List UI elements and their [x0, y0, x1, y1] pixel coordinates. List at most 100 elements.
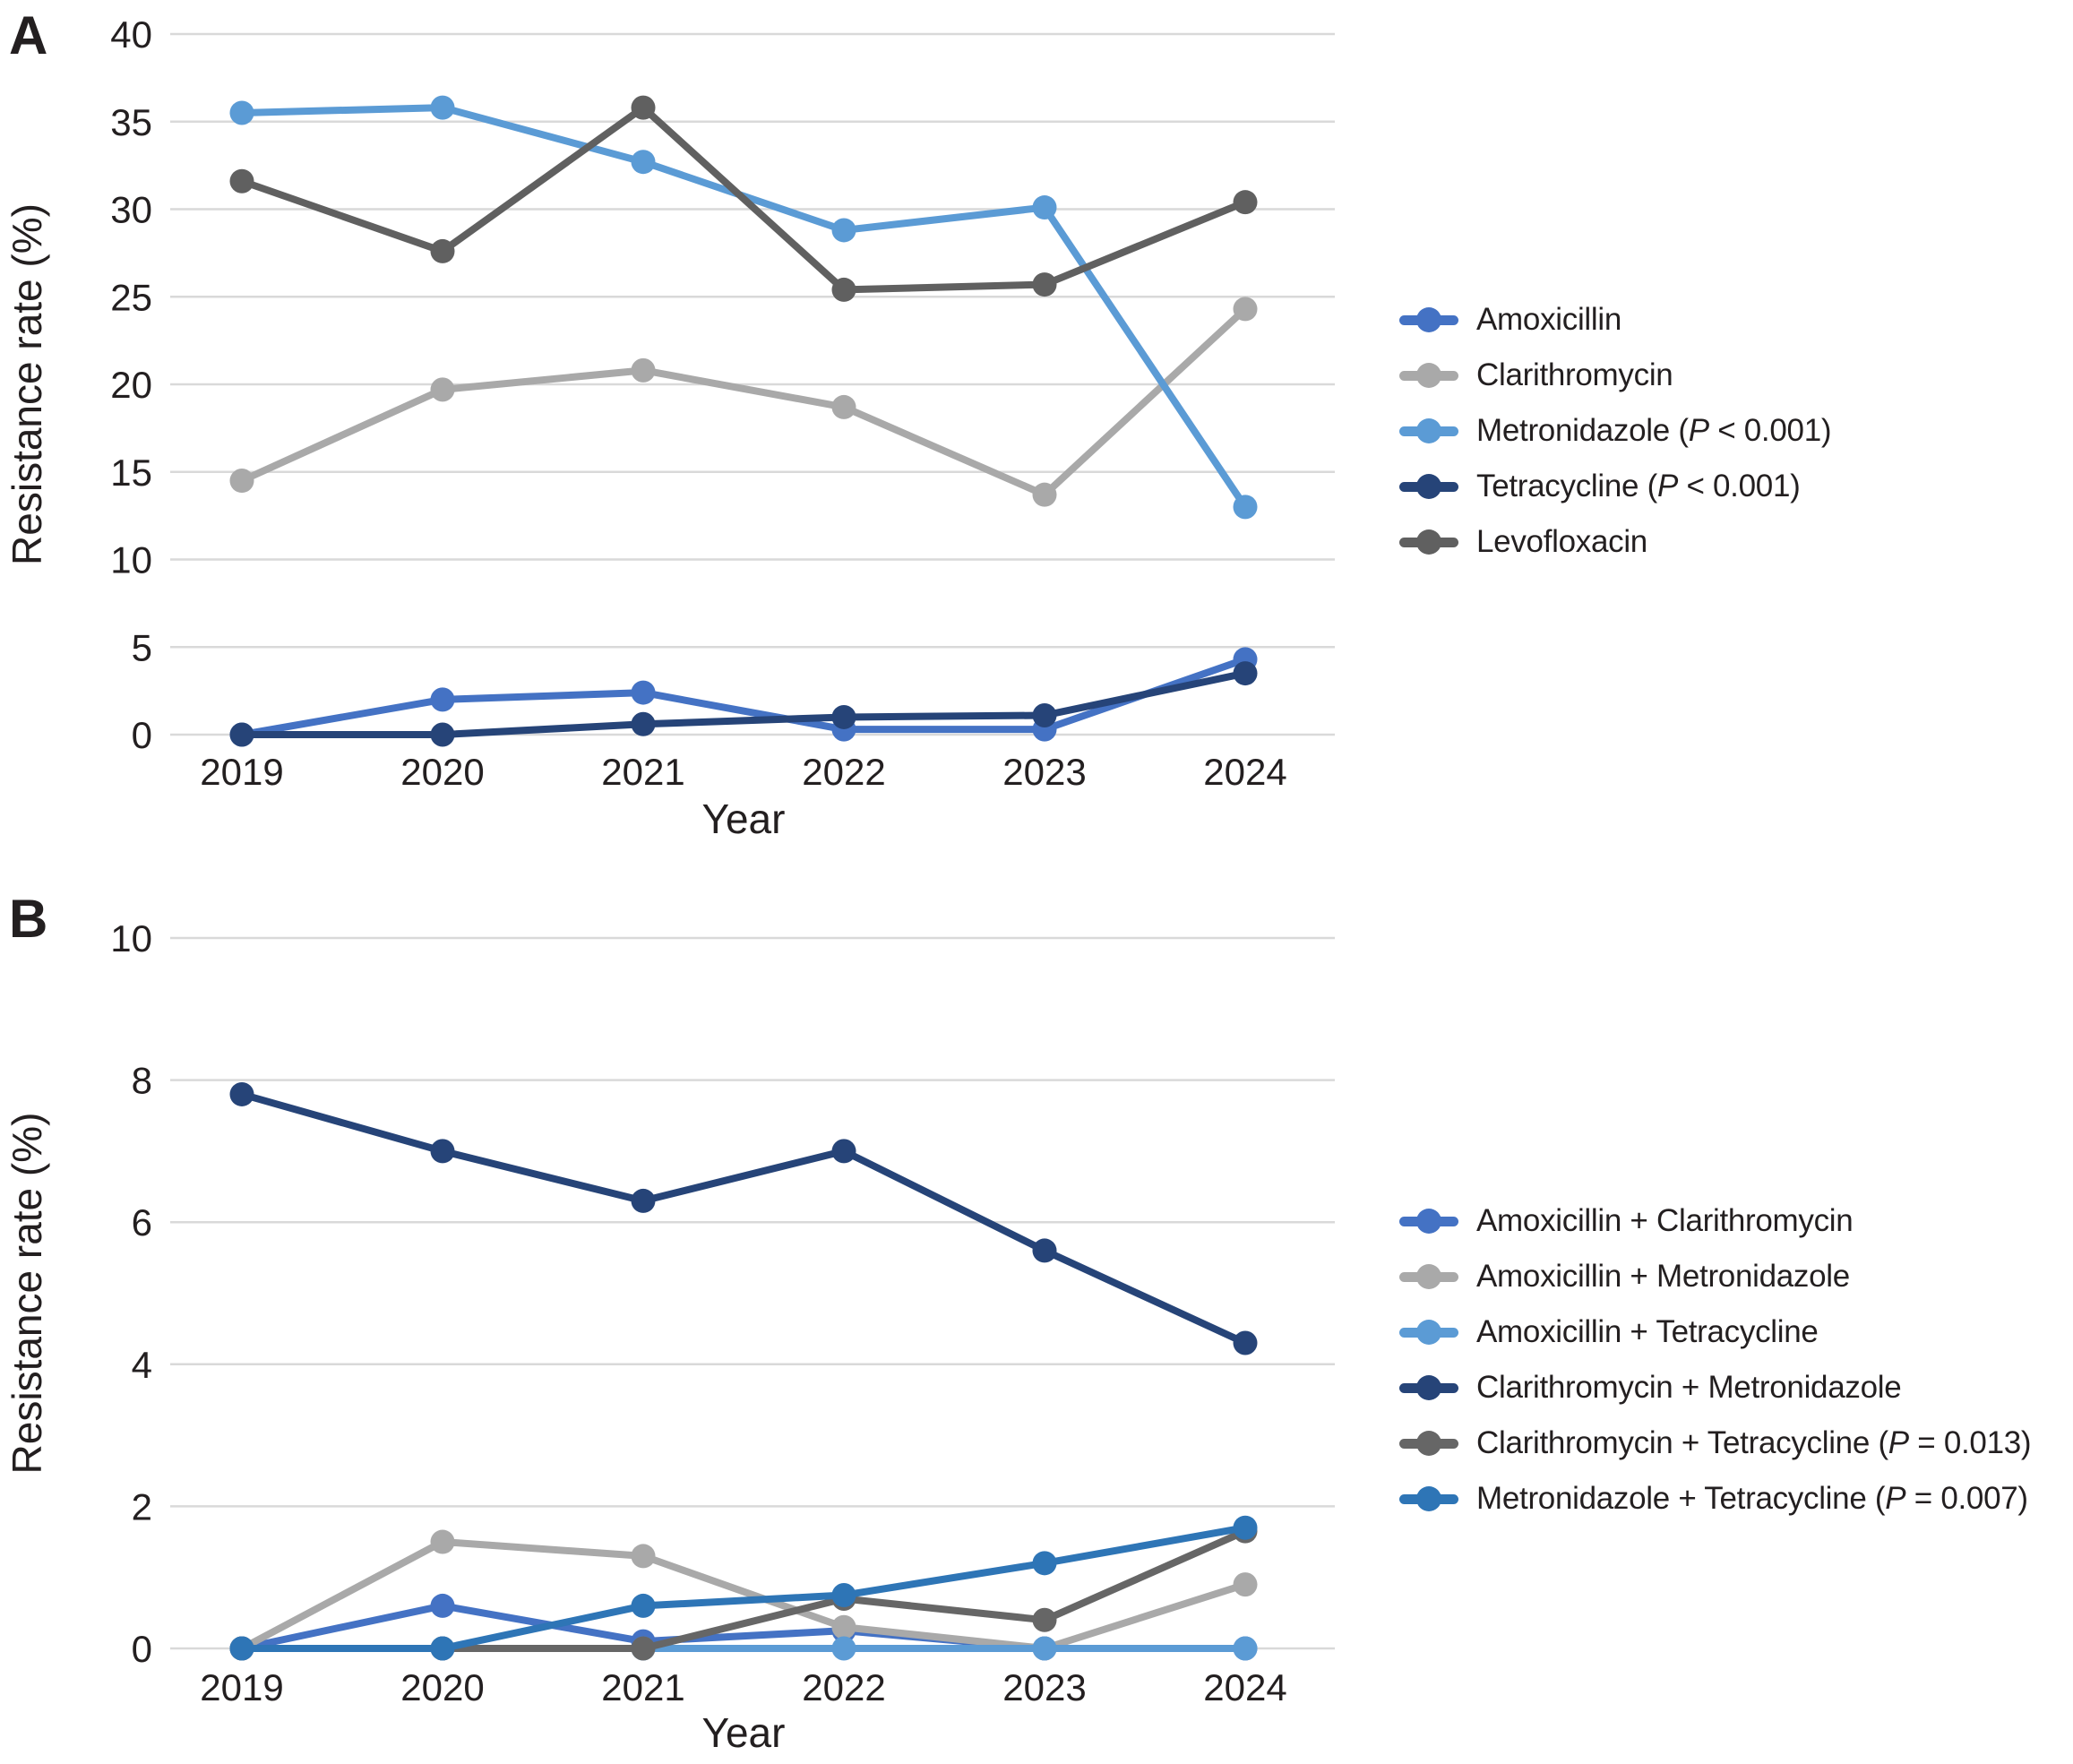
- legend-item-amoxicillin-clarithromycin: Amoxicillin + Clarithromycin: [1399, 1193, 2031, 1249]
- point-tetracycline-2019: [229, 722, 254, 747]
- series-clarithromycin-metronidazole: [229, 1081, 1258, 1355]
- point-metronidazole-tetracycline-2024: [1233, 1515, 1258, 1540]
- x-tick-label-2023: 2023: [1002, 751, 1086, 793]
- point-amoxicillin-tetracycline-2024: [1233, 1636, 1258, 1661]
- legend-marker-clarithromycin-tetracycline-icon: [1399, 1430, 1458, 1457]
- y-tick-label-10: 10: [110, 539, 152, 581]
- y-tick-label-8: 8: [132, 1060, 152, 1102]
- legend-label: Metronidazole (P < 0.001): [1476, 413, 1832, 448]
- point-clarithromycin-metronidazole-2020: [430, 1139, 455, 1164]
- legend-item-metronidazole: Metronidazole (P < 0.001): [1399, 403, 1832, 459]
- point-amoxicillin-tetracycline-2023: [1032, 1636, 1057, 1661]
- series-tetracycline: [229, 661, 1258, 747]
- point-levofloxacin-2021: [631, 95, 656, 120]
- y-tick-label-20: 20: [110, 364, 152, 406]
- legend-marker-amoxicillin-tetracycline-icon: [1399, 1319, 1458, 1346]
- point-metronidazole-2022: [831, 218, 856, 243]
- point-metronidazole-tetracycline-2023: [1032, 1551, 1057, 1576]
- legend-item-clarithromycin-metronidazole: Clarithromycin + Metronidazole: [1399, 1360, 2031, 1416]
- x-tick-label-2022: 2022: [802, 1666, 885, 1708]
- series-clarithromycin: [229, 297, 1258, 507]
- point-clarithromycin-metronidazole-2021: [631, 1188, 656, 1213]
- point-amoxicillin-tetracycline-2022: [831, 1636, 856, 1661]
- x-axis-title: Year: [702, 1709, 786, 1756]
- legend-item-amoxicillin: Amoxicillin: [1399, 292, 1831, 348]
- y-tick-label-2: 2: [132, 1485, 152, 1527]
- series-metronidazole-tetracycline: [229, 1515, 1258, 1661]
- chart-b: 0 2 4 6 8 10 2019 2020 2021 2022 2023 2024 Year Resis…: [4, 917, 1335, 1756]
- point-tetracycline-2022: [831, 704, 856, 729]
- legend-dot-icon: [1416, 474, 1441, 499]
- point-clarithromycin-tetracycline-2023: [1032, 1607, 1057, 1632]
- point-metronidazole-2023: [1032, 195, 1057, 220]
- legend-label: Amoxicillin + Metronidazole: [1476, 1259, 1850, 1294]
- y-axis-title: Resistance rate (%): [4, 203, 50, 565]
- y-tick-label-10: 10: [110, 917, 152, 959]
- legend-label: Tetracycline (P < 0.001): [1476, 469, 1801, 503]
- x-tick-label-2022: 2022: [802, 751, 885, 793]
- legend-label: Levofloxacin: [1476, 524, 1647, 559]
- legend-marker-amoxicillin-clarithromycin-icon: [1399, 1208, 1458, 1235]
- point-tetracycline-2024: [1233, 661, 1258, 686]
- y-axis-title: Resistance rate (%): [4, 1113, 50, 1475]
- y-tick-label-5: 5: [132, 626, 152, 668]
- point-metronidazole-2019: [229, 100, 254, 125]
- series-line-amoxicillin: [238, 655, 1249, 738]
- legend-label: Amoxicillin + Clarithromycin: [1476, 1203, 1854, 1238]
- point-amoxicillin-metronidazole-2024: [1233, 1572, 1258, 1597]
- y-tick-label-15: 15: [110, 452, 152, 494]
- legend-label: Clarithromycin + Tetracycline (P = 0.013…: [1476, 1425, 2032, 1460]
- point-clarithromycin-2022: [831, 394, 856, 419]
- legend-item-tetracycline: Tetracycline (P < 0.001): [1399, 459, 1831, 514]
- x-tick-label-2020: 2020: [400, 1666, 484, 1708]
- chart-a: 0 5 10 15 20 25 30 35 40 2019 2020 2021 2022 2023 2024…: [4, 13, 1335, 842]
- legend-marker-metronidazole-icon: [1399, 417, 1458, 444]
- point-levofloxacin-2023: [1032, 272, 1057, 297]
- point-amoxicillin-2021: [631, 680, 656, 705]
- series-metronidazole: [229, 95, 1258, 520]
- legend-dot-icon: [1416, 1431, 1441, 1456]
- x-tick-label-2024: 2024: [1203, 751, 1286, 793]
- panel-b-label: B: [9, 889, 48, 949]
- legend-label: Clarithromycin: [1476, 357, 1673, 392]
- point-levofloxacin-2020: [430, 238, 455, 263]
- legend-item-clarithromycin-tetracycline: Clarithromycin + Tetracycline (P = 0.013…: [1399, 1416, 2032, 1471]
- y-tick-label-35: 35: [110, 101, 152, 143]
- legend-dot-icon: [1416, 1264, 1441, 1289]
- legend-dot-icon: [1416, 363, 1441, 388]
- x-tick-label-2024: 2024: [1203, 1666, 1286, 1708]
- legend-label: Clarithromycin + Metronidazole: [1476, 1370, 1902, 1405]
- x-axis-title: Year: [702, 796, 786, 842]
- series-line-clarithromycin-metronidazole: [238, 1090, 1249, 1347]
- legend-item-amoxicillin-metronidazole: Amoxicillin + Metronidazole: [1399, 1249, 2031, 1304]
- series-line-metronidazole-tetracycline: [238, 1524, 1249, 1652]
- point-clarithromycin-2023: [1032, 482, 1057, 507]
- point-metronidazole-tetracycline-2021: [631, 1593, 656, 1618]
- x-tick-label-2019: 2019: [200, 1666, 283, 1708]
- point-amoxicillin-metronidazole-2021: [631, 1544, 656, 1569]
- legend-dot-icon: [1416, 1486, 1441, 1511]
- chart-b-legend: Amoxicillin + Clarithromycin Amoxicillin …: [1399, 1193, 2032, 1527]
- point-amoxicillin-metronidazole-2020: [430, 1529, 455, 1554]
- legend-marker-metronidazole-tetracycline-icon: [1399, 1485, 1458, 1512]
- point-metronidazole-2024: [1233, 495, 1258, 520]
- point-clarithromycin-2021: [631, 357, 656, 383]
- series-line-tetracycline: [238, 669, 1249, 738]
- point-amoxicillin-clarithromycin-2020: [430, 1593, 455, 1618]
- legend-dot-icon: [1416, 1320, 1441, 1345]
- legend-dot-icon: [1416, 307, 1441, 332]
- point-amoxicillin-2020: [430, 687, 455, 712]
- legend-label: Amoxicillin + Tetracycline: [1476, 1314, 1819, 1349]
- point-clarithromycin-2020: [430, 377, 455, 402]
- legend-dot-icon: [1416, 1209, 1441, 1234]
- point-levofloxacin-2022: [831, 277, 856, 302]
- point-clarithromycin-metronidazole-2024: [1233, 1330, 1258, 1355]
- x-tick-label-2023: 2023: [1002, 1666, 1086, 1708]
- point-metronidazole-tetracycline-2019: [229, 1636, 254, 1661]
- point-metronidazole-tetracycline-2020: [430, 1636, 455, 1661]
- y-tick-label-30: 30: [110, 189, 152, 231]
- series-line-clarithromycin: [238, 305, 1249, 499]
- legend-marker-clarithromycin-icon: [1399, 362, 1458, 389]
- legend-marker-tetracycline-icon: [1399, 473, 1458, 500]
